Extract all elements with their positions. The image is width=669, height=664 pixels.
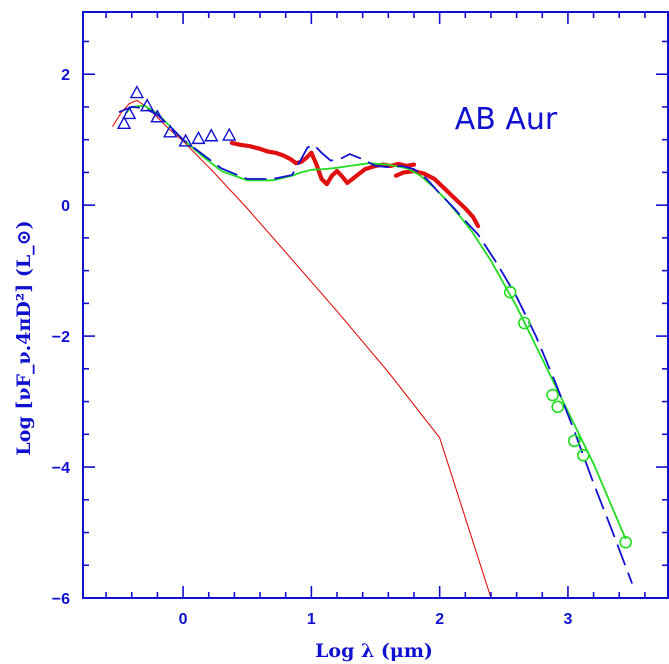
x-tick-label: 0	[179, 611, 188, 628]
spectrum-segment-0	[229, 140, 314, 166]
y-tick-label: −4	[52, 460, 70, 477]
triangle-point	[129, 85, 145, 99]
model-green-line	[124, 104, 627, 540]
plot-marks	[112, 85, 633, 598]
plot-area	[112, 85, 633, 598]
circle-point	[568, 434, 581, 448]
circle-point	[551, 400, 564, 414]
triangle-point	[191, 130, 206, 145]
circle-point	[619, 536, 632, 549]
chart-annotation: AB Aur	[455, 102, 558, 137]
y-tick-label: 2	[61, 67, 70, 84]
photosphere-line	[112, 99, 492, 598]
triangle-point	[122, 106, 137, 120]
circle-point	[518, 316, 531, 330]
y-axis-label: Log [νF_ν.4πD²] (L_⊙)	[13, 220, 35, 455]
circle-point	[577, 448, 590, 462]
spectrum-segment-1	[309, 150, 360, 187]
triangle-point	[116, 115, 132, 130]
spectrum-segment-3	[393, 169, 481, 229]
circle-point	[503, 285, 517, 299]
model-blue-dashed-line	[118, 105, 633, 584]
x-tick-label: 3	[563, 611, 572, 628]
triangle-point	[139, 98, 155, 112]
axes: 0 1 2 3 −6 −4 −2 0 2	[52, 11, 669, 628]
x-tick-label: 2	[435, 611, 444, 628]
x-tick-label: 1	[307, 611, 316, 628]
triangle-point	[222, 127, 237, 141]
triangle-point	[150, 109, 165, 123]
triangle-point	[204, 128, 219, 142]
circle-point	[546, 388, 559, 402]
triangle-point	[178, 133, 193, 147]
y-tick-label: 0	[61, 198, 70, 215]
triangle-point	[163, 124, 178, 138]
y-tick-label: −6	[52, 591, 70, 608]
plot-frame	[82, 11, 669, 599]
y-tick-label: −2	[52, 329, 70, 346]
x-axis-label: Log λ (μm)	[315, 640, 433, 662]
